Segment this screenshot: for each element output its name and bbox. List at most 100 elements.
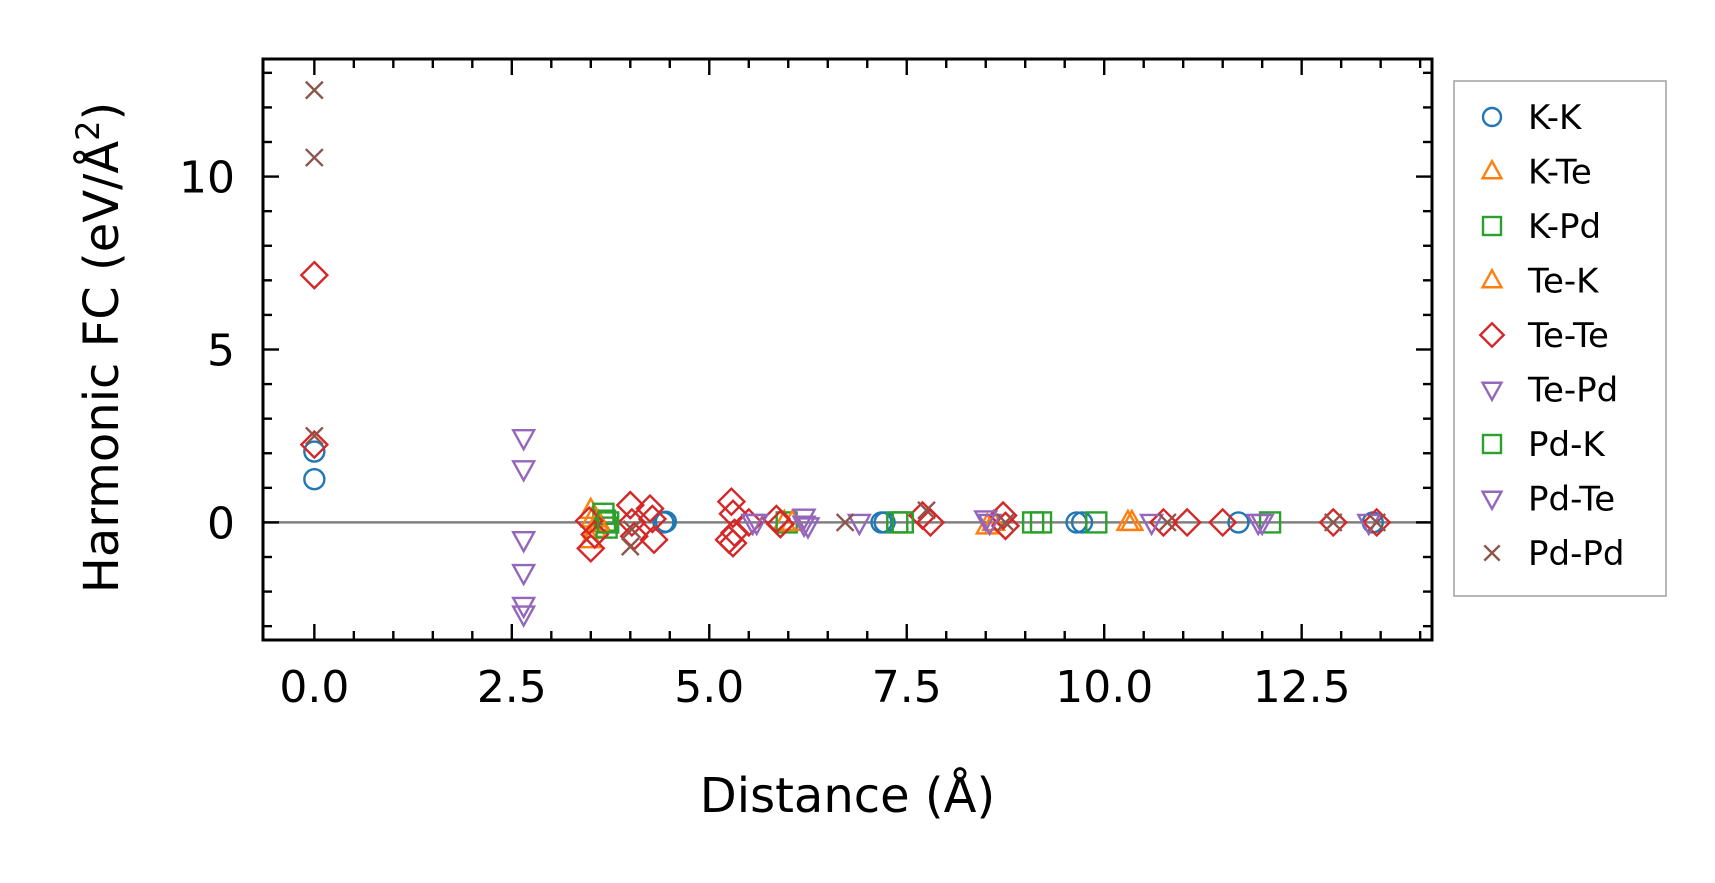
- data-point: [795, 517, 821, 540]
- data-point: [511, 428, 537, 452]
- data-point: [303, 467, 326, 491]
- data-point: [635, 493, 665, 524]
- data-point: [873, 511, 896, 534]
- legend-entry-te-k: Te-K: [1480, 262, 1600, 302]
- data-point: [996, 513, 1015, 532]
- legend-label: Te-K: [1527, 262, 1600, 302]
- data-point: [511, 563, 537, 587]
- data-point: [304, 80, 324, 100]
- data-point: [299, 260, 330, 290]
- legend-label: K-Pd: [1528, 207, 1601, 247]
- legend-entry-te-pd: Te-Pd: [1480, 371, 1618, 411]
- legend-marker: [1478, 321, 1506, 349]
- data-point: [791, 515, 817, 539]
- data-point: [734, 507, 764, 538]
- data-point: [303, 440, 326, 463]
- y-axis-title-close: ): [74, 102, 130, 121]
- legend-entry-pd-pd: Pd-Pd: [1483, 534, 1624, 574]
- x-tick-label: 12.5: [1253, 662, 1351, 713]
- legend-entry-te-te: Te-Te: [1478, 316, 1609, 356]
- data-point: [1323, 513, 1343, 532]
- data-point: [1119, 508, 1145, 532]
- data-point: [511, 531, 537, 554]
- series-pd-k: [596, 511, 1053, 534]
- legend-entry-pd-te: Pd-Te: [1480, 480, 1615, 520]
- data-point: [511, 460, 537, 483]
- legend-marker: [1481, 215, 1503, 237]
- legend-marker: [1480, 267, 1504, 289]
- data-point: [299, 429, 330, 460]
- data-point: [620, 537, 640, 556]
- data-point: [578, 496, 604, 520]
- y-tick-label: 0: [207, 498, 235, 549]
- data-point: [915, 507, 946, 538]
- data-point: [1139, 513, 1165, 537]
- data-point: [1070, 511, 1094, 534]
- data-point: [580, 519, 610, 550]
- series-te-te: [299, 260, 1392, 564]
- legend-marker: [1480, 490, 1504, 512]
- data-point: [1227, 511, 1250, 534]
- data-point: [1249, 513, 1275, 537]
- data-point: [1029, 511, 1053, 534]
- data-point: [1258, 511, 1282, 534]
- legend-marker: [1480, 381, 1504, 403]
- data-point: [846, 513, 872, 537]
- y-tick-label: 5: [207, 326, 235, 377]
- data-point: [744, 513, 770, 537]
- data-point: [891, 511, 914, 534]
- y-axis-title: Harmonic FC (eV/Å2): [69, 102, 130, 594]
- data-point: [639, 525, 669, 555]
- legend-marker: [1481, 433, 1503, 455]
- data-point: [1207, 507, 1238, 538]
- x-tick-label: 0.0: [279, 662, 349, 713]
- data-point: [1362, 507, 1392, 538]
- series-pd-pd: [304, 80, 1387, 556]
- data-point: [637, 504, 668, 534]
- x-tick-label: 7.5: [872, 662, 942, 713]
- data-point: [1158, 513, 1177, 532]
- data-point: [716, 486, 747, 517]
- data-point: [765, 509, 796, 539]
- legend-label: Pd-Pd: [1528, 534, 1624, 574]
- legend-label: Pd-K: [1528, 425, 1606, 465]
- y-axis-title-main: Harmonic FC (eV/Å: [73, 141, 130, 594]
- data-point: [977, 513, 1003, 537]
- legend-marker: [1483, 544, 1501, 562]
- data-point: [718, 499, 748, 529]
- data-point: [1085, 511, 1108, 534]
- x-axis-title: Distance (Å): [700, 767, 995, 824]
- x-tick-label: 2.5: [477, 662, 547, 713]
- data-point: [973, 510, 999, 533]
- data-point: [511, 605, 537, 629]
- data-point: [615, 490, 645, 520]
- data-point: [835, 513, 855, 532]
- data-point: [596, 511, 620, 534]
- x-tick-label: 10.0: [1055, 662, 1153, 713]
- data-point: [304, 148, 324, 167]
- data-point: [622, 519, 642, 539]
- data-point: [1367, 513, 1387, 532]
- y-axis-title-superscript: 2: [69, 120, 107, 140]
- legend-entry-pd-k: Pd-K: [1481, 425, 1606, 465]
- data-point: [917, 500, 936, 520]
- legend-label: K-K: [1528, 98, 1583, 138]
- data-point: [654, 510, 678, 533]
- data-point: [1318, 507, 1348, 538]
- x-tick-label: 5.0: [674, 662, 744, 713]
- legend-label: K-Te: [1528, 153, 1592, 193]
- legend-label: Te-Te: [1527, 316, 1609, 356]
- legend: K-K K-Te K-Pd Te-K Te-Te Te-Pd Pd-K Pd-Te Pd-Pd: [1453, 80, 1667, 597]
- plot-area: 0.0 2.5 5.0 7.5 10.0 12.5 0 5 10 Distance (Å) Harm…: [69, 57, 1434, 824]
- legend-entry-k-pd: K-Pd: [1481, 207, 1601, 247]
- series-pd-te: [744, 513, 1275, 539]
- legend-label: Te-Pd: [1527, 371, 1618, 411]
- legend-entry-k-k: K-K: [1481, 98, 1583, 138]
- y-tick-label: 10: [179, 153, 235, 204]
- legend-entry-k-te: K-Te: [1480, 153, 1592, 193]
- legend-label: Pd-Te: [1528, 480, 1615, 520]
- data-point: [1172, 507, 1202, 538]
- legend-marker: [1480, 158, 1504, 180]
